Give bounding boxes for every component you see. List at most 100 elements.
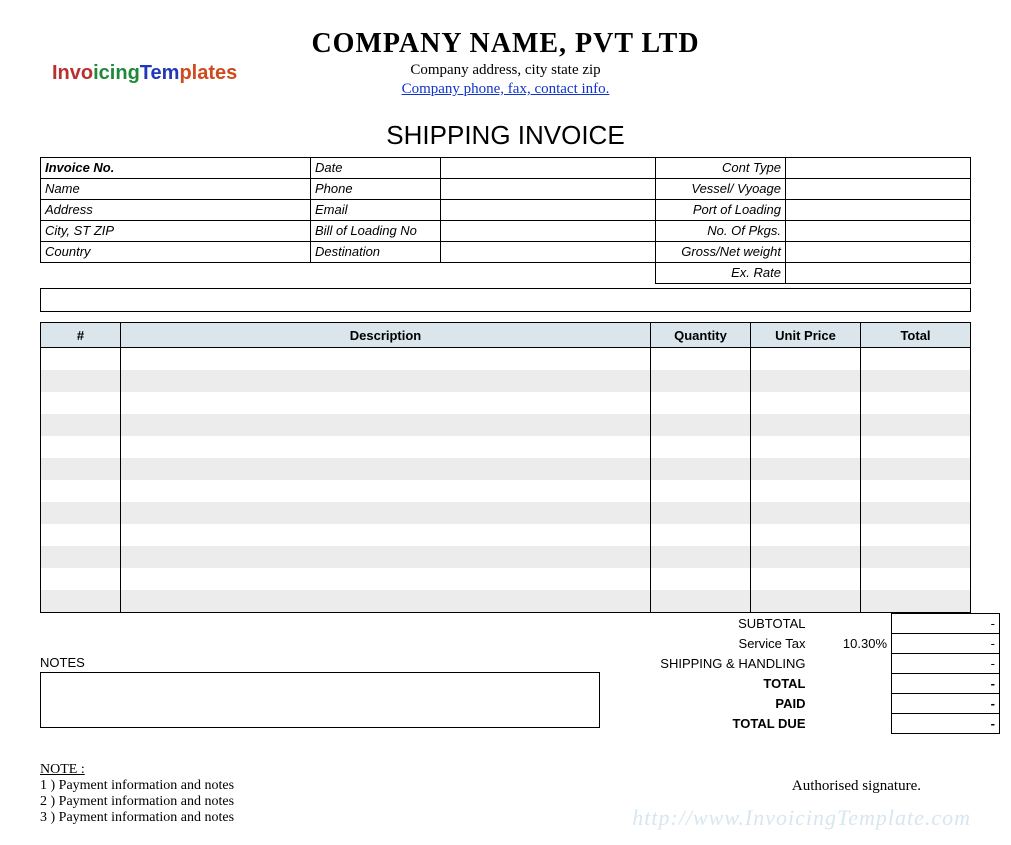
table-cell[interactable] (121, 436, 651, 458)
table-cell[interactable] (41, 458, 121, 480)
table-cell[interactable] (651, 458, 751, 480)
value-destination[interactable] (441, 242, 656, 263)
value-date[interactable] (441, 158, 656, 179)
table-cell[interactable] (651, 370, 751, 392)
table-row (41, 392, 971, 414)
table-cell[interactable] (751, 392, 861, 414)
table-cell[interactable] (41, 524, 121, 546)
table-cell[interactable] (41, 436, 121, 458)
table-cell[interactable] (751, 524, 861, 546)
table-cell[interactable] (41, 414, 121, 436)
label-city-st-zip: City, ST ZIP (41, 221, 311, 242)
totals-value: - (892, 674, 1000, 694)
table-cell[interactable] (121, 568, 651, 590)
label-invoice-no: Invoice No. (41, 158, 311, 179)
totals-extra (810, 654, 892, 674)
table-cell[interactable] (41, 392, 121, 414)
table-cell[interactable] (751, 546, 861, 568)
table-cell[interactable] (121, 590, 651, 613)
table-cell[interactable] (751, 568, 861, 590)
table-cell[interactable] (751, 414, 861, 436)
table-cell[interactable] (651, 568, 751, 590)
value-gross-net[interactable] (786, 242, 971, 263)
value-port-loading[interactable] (786, 200, 971, 221)
table-cell[interactable] (861, 480, 971, 502)
table-cell[interactable] (651, 436, 751, 458)
items-wrap: # Description Quantity Unit Price Total (40, 322, 971, 613)
value-email[interactable] (441, 200, 656, 221)
table-cell[interactable] (121, 370, 651, 392)
label-country: Country (41, 242, 311, 263)
totals-value: - (892, 614, 1000, 634)
long-input-box[interactable] (40, 288, 971, 312)
table-cell[interactable] (651, 414, 751, 436)
table-cell[interactable] (121, 348, 651, 371)
watermark: http://www.InvoicingTemplate.com (632, 805, 971, 831)
table-cell[interactable] (651, 524, 751, 546)
table-cell[interactable] (41, 502, 121, 524)
value-no-of-pkgs[interactable] (786, 221, 971, 242)
table-cell[interactable] (121, 480, 651, 502)
table-cell[interactable] (861, 590, 971, 613)
table-row (41, 524, 971, 546)
items-body (41, 348, 971, 613)
table-cell[interactable] (121, 414, 651, 436)
value-bill-loading-no[interactable] (441, 221, 656, 242)
table-cell[interactable] (861, 370, 971, 392)
notes-area: NOTES (40, 613, 600, 734)
table-cell[interactable] (751, 590, 861, 613)
table-row (41, 436, 971, 458)
table-cell[interactable] (861, 546, 971, 568)
table-cell[interactable] (751, 502, 861, 524)
table-cell[interactable] (751, 370, 861, 392)
value-phone[interactable] (441, 179, 656, 200)
totals-extra (810, 674, 892, 694)
table-cell[interactable] (651, 480, 751, 502)
label-bill-loading-no: Bill of Loading No (311, 221, 441, 242)
table-cell[interactable] (651, 502, 751, 524)
company-contact-link[interactable]: Company phone, fax, contact info. (402, 81, 610, 97)
table-cell[interactable] (651, 590, 751, 613)
totals-row: SUBTOTAL- (600, 614, 1000, 634)
table-cell[interactable] (751, 348, 861, 371)
table-cell[interactable] (751, 436, 861, 458)
label-phone: Phone (311, 179, 441, 200)
table-cell[interactable] (861, 414, 971, 436)
totals-table: SUBTOTAL-Service Tax10.30%-SHIPPING & HA… (600, 613, 1000, 734)
table-cell[interactable] (121, 524, 651, 546)
table-cell[interactable] (861, 458, 971, 480)
label-no-of-pkgs: No. Of Pkgs. (656, 221, 786, 242)
table-cell[interactable] (41, 546, 121, 568)
table-cell[interactable] (121, 502, 651, 524)
table-cell[interactable] (751, 458, 861, 480)
table-cell[interactable] (861, 436, 971, 458)
table-cell[interactable] (751, 480, 861, 502)
totals-label: TOTAL DUE (600, 714, 810, 734)
value-cont-type[interactable] (786, 158, 971, 179)
value-vessel-voyage[interactable] (786, 179, 971, 200)
table-cell[interactable] (861, 392, 971, 414)
value-ex-rate[interactable] (786, 263, 971, 284)
table-cell[interactable] (861, 568, 971, 590)
table-cell[interactable] (121, 392, 651, 414)
table-cell[interactable] (651, 546, 751, 568)
table-cell[interactable] (121, 546, 651, 568)
table-cell[interactable] (41, 348, 121, 371)
table-cell[interactable] (861, 502, 971, 524)
table-cell[interactable] (41, 370, 121, 392)
table-row (41, 348, 971, 371)
col-unit-price: Unit Price (751, 323, 861, 348)
label-vessel-voyage: Vessel/ Vyoage (656, 179, 786, 200)
notes-box[interactable] (40, 672, 600, 728)
table-cell[interactable] (861, 524, 971, 546)
totals-label: Service Tax (600, 634, 810, 654)
table-cell[interactable] (861, 348, 971, 371)
table-cell[interactable] (41, 590, 121, 613)
meta-table: Invoice No. Date Cont Type Name Phone Ve… (40, 157, 971, 284)
table-cell[interactable] (121, 458, 651, 480)
table-cell[interactable] (41, 568, 121, 590)
col-description: Description (121, 323, 651, 348)
table-cell[interactable] (651, 348, 751, 371)
table-cell[interactable] (41, 480, 121, 502)
table-cell[interactable] (651, 392, 751, 414)
